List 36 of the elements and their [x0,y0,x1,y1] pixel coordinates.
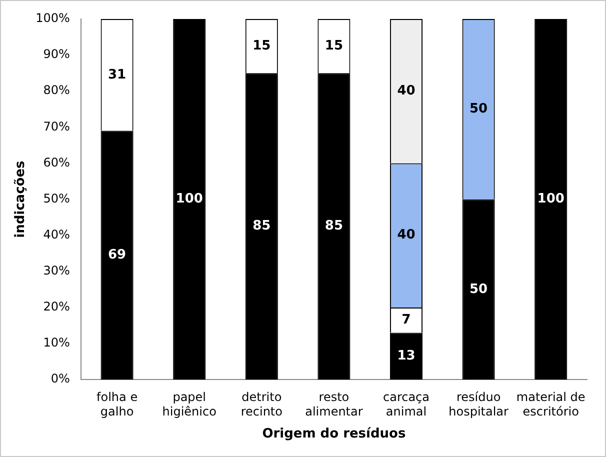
x-tick-label: folha e galho [96,390,138,418]
data-label: 40 [397,228,416,243]
y-tick-label: 90% [43,47,70,62]
x-tick-label: material de escritório [516,390,586,418]
y-tick-label: 40% [43,227,70,242]
x-tick-label: resto alimentar [305,390,363,418]
y-tick-label: 0% [50,372,70,386]
bar [534,19,568,380]
data-label: 15 [324,38,343,54]
data-label: 100 [537,192,564,207]
y-tick-label: 10% [43,336,70,350]
data-label: 69 [108,248,126,263]
y-tick-label: 30% [43,264,70,278]
x-tick-label: resíduo hospitalar [448,390,509,418]
x-tick-label: carcaça animal [382,390,430,418]
data-label: 13 [397,348,416,364]
data-label: 7 [402,312,411,328]
x-axis-title: Origem do resíduos [262,426,406,442]
bar [173,19,206,380]
data-label: 100 [176,192,203,207]
y-tick-label: 70% [43,119,70,134]
data-label: 31 [108,67,126,82]
y-axis-title: indicações [13,160,28,238]
x-tick-label: papel higiênico [162,390,216,418]
y-tick-label: 20% [43,300,70,314]
data-label: 40 [397,83,416,98]
y-tick-label: 100% [36,11,70,26]
y-tick-label: 80% [43,83,70,98]
x-tick-label: detrito recinto [240,390,282,418]
data-label: 15 [252,38,271,54]
data-label: 85 [324,218,343,234]
data-label: 50 [470,102,488,117]
data-label: 50 [470,282,488,297]
y-tick-label: 50% [43,191,70,206]
data-label: 85 [252,218,271,234]
y-tick-label: 60% [43,155,70,170]
